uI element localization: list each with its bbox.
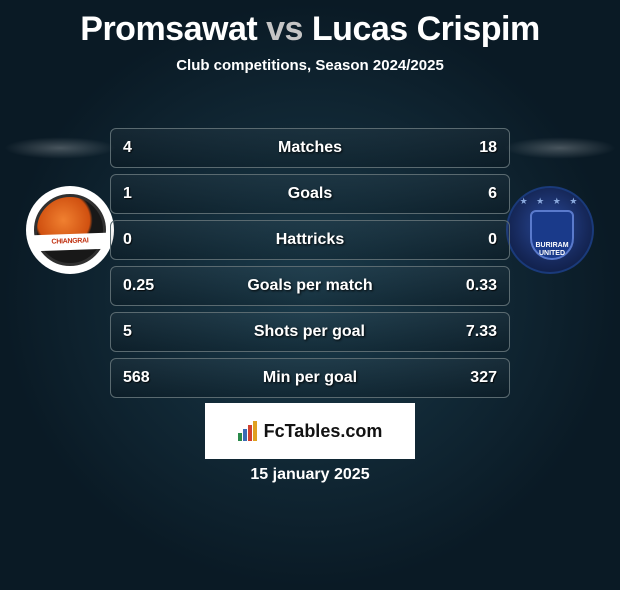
stats-table: 4Matches18 1Goals6 0Hattricks0 0.25Goals pe…: [110, 128, 510, 404]
stat-value-left: 5: [111, 323, 165, 341]
stat-row: 1Goals6: [110, 174, 510, 214]
team-logo-right-text: BURIRAM UNITED: [532, 242, 572, 258]
stat-row: 568Min per goal327: [110, 358, 510, 398]
team-logo-left-inner: [34, 194, 106, 266]
stat-value-left: 0: [111, 231, 165, 249]
date-label: 15 january 2025: [0, 466, 620, 484]
team-logo-left: CHIANGRAI: [26, 186, 114, 274]
logo-right-line1: BURIRAM: [535, 242, 568, 249]
stat-label: Goals per match: [166, 277, 454, 295]
team-logo-left-band: CHIANGRAI: [32, 233, 109, 252]
stat-value-right: 7.33: [454, 323, 509, 341]
bars-icon: [238, 421, 258, 441]
stat-value-right: 6: [455, 185, 509, 203]
stat-value-right: 0.33: [454, 277, 509, 295]
stat-row: 5Shots per goal7.33: [110, 312, 510, 352]
brand-text: FcTables.com: [264, 421, 383, 442]
team-logo-right-stars: ★ ★ ★ ★: [508, 196, 592, 207]
team-logo-right: ★ ★ ★ ★ BURIRAM UNITED: [506, 186, 594, 274]
stat-value-right: 327: [455, 369, 509, 387]
comparison-title: Promsawat vs Lucas Crispim: [0, 10, 620, 49]
stat-label: Matches: [165, 139, 455, 157]
stat-value-left: 568: [111, 369, 165, 387]
stat-label: Hattricks: [165, 231, 455, 249]
player-right-name: Lucas Crispim: [312, 10, 540, 48]
team-logo-right-crest: BURIRAM UNITED: [530, 210, 574, 260]
stat-label: Min per goal: [165, 369, 455, 387]
subtitle: Club competitions, Season 2024/2025: [0, 57, 620, 74]
stat-label: Shots per goal: [165, 323, 454, 341]
stat-row: 0Hattricks0: [110, 220, 510, 260]
stat-value-right: 0: [455, 231, 509, 249]
stat-value-right: 18: [455, 139, 509, 157]
player-left-name: Promsawat: [80, 10, 257, 48]
shadow-left: [4, 137, 116, 159]
stat-value-left: 1: [111, 185, 165, 203]
stat-value-left: 0.25: [111, 277, 166, 295]
stat-row: 4Matches18: [110, 128, 510, 168]
stat-row: 0.25Goals per match0.33: [110, 266, 510, 306]
stat-value-left: 4: [111, 139, 165, 157]
logo-right-line2: UNITED: [539, 250, 565, 257]
shadow-right: [504, 137, 616, 159]
vs-label: vs: [266, 10, 303, 48]
stat-label: Goals: [165, 185, 455, 203]
brand-badge: FcTables.com: [205, 403, 415, 459]
